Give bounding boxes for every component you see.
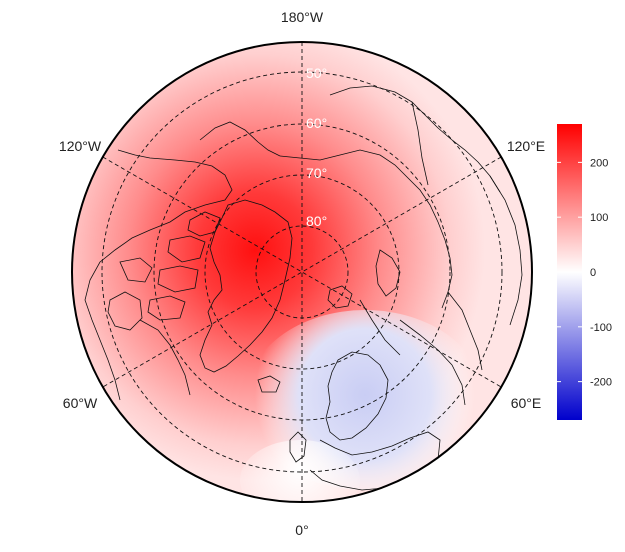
- legend-tick-label: -100: [590, 322, 612, 334]
- novaya-zemlya-coast: [375, 249, 401, 297]
- lat-label-70: 70°: [306, 165, 327, 181]
- coastlines: [84, 85, 523, 491]
- svalbard-coast: [327, 285, 353, 309]
- graticule: [101, 42, 503, 502]
- map-boundary: [71, 41, 533, 503]
- legend-ticks: 200 100 0 -100 -200: [557, 157, 612, 389]
- greenland-coast: [199, 199, 293, 373]
- legend-tick-label: -200: [590, 377, 612, 389]
- north-america-coast: [84, 149, 233, 401]
- field-layer: [72, 42, 532, 502]
- lat-label-60: 60°: [306, 115, 327, 131]
- uk-coast: [289, 431, 307, 463]
- lon-label-60w: 60°W: [63, 395, 98, 411]
- europe-coast: [309, 431, 441, 491]
- lon-label-180w: 180°W: [281, 9, 324, 25]
- lat-circle-50: [101, 71, 503, 473]
- legend-tick-label: 200: [590, 157, 608, 169]
- color-legend: 200 100 0 -100 -200: [557, 124, 612, 420]
- lat-label-50: 50°: [306, 65, 327, 81]
- lat-label-80: 80°: [306, 213, 327, 229]
- legend-colorbar: [557, 124, 582, 420]
- lon-label-120w: 120°W: [59, 138, 102, 154]
- lon-label-60e: 60°E: [511, 395, 542, 411]
- lon-label-0: 0°: [295, 522, 308, 538]
- legend-tick-label: 100: [590, 212, 608, 224]
- lon-label-120e: 120°E: [507, 138, 545, 154]
- legend-tick-label: 0: [590, 267, 596, 279]
- siberia-coast: [279, 149, 453, 309]
- scandinavia-coast: [325, 351, 389, 441]
- iceland-coast: [257, 375, 281, 393]
